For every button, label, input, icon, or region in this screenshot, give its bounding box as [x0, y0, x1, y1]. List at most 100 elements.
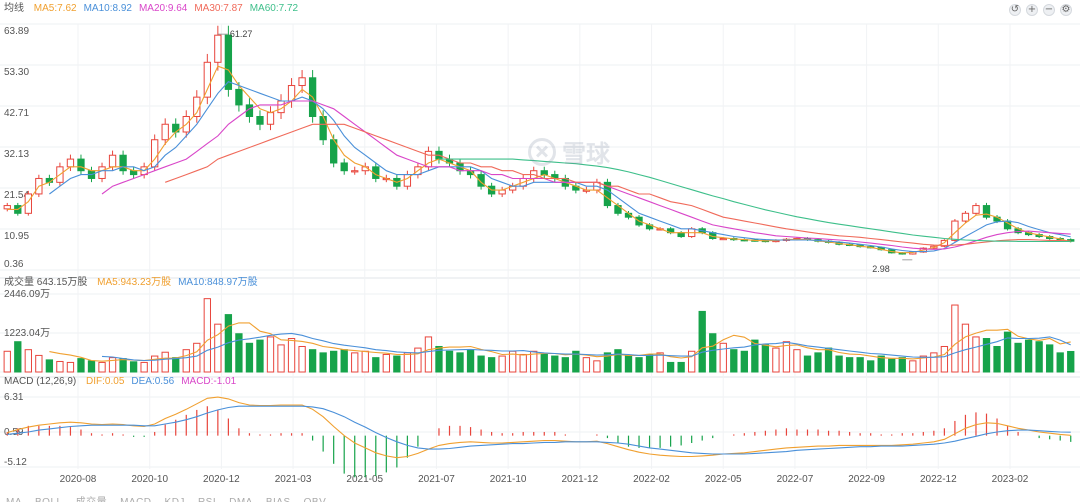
volume-bar — [287, 338, 296, 373]
candle-body — [129, 170, 138, 176]
x-tick-label: 2021-07 — [418, 474, 455, 485]
tab-dma[interactable]: DMA — [229, 497, 253, 502]
tab-ma[interactable]: MA — [6, 497, 22, 502]
candle-body — [66, 158, 75, 168]
volume-bar — [972, 336, 980, 373]
tab-rsi[interactable]: RSI — [198, 497, 216, 502]
volume-bar — [498, 355, 506, 373]
volume-bar — [530, 350, 538, 373]
volume-bar — [172, 357, 180, 373]
volume-bar — [372, 357, 380, 373]
volume-bar — [129, 361, 138, 373]
legend-item: MA20:9.64 — [138, 3, 188, 14]
tab-obv[interactable]: OBV — [304, 497, 327, 502]
candle-body — [224, 34, 233, 90]
candle-body — [319, 116, 327, 141]
volume-bar — [277, 344, 285, 373]
volume-bar — [666, 361, 675, 373]
ma-line-ma20 — [101, 100, 1071, 250]
volume-bar — [688, 350, 696, 373]
candle-body — [477, 174, 485, 187]
volume-bar — [919, 355, 927, 373]
candle-body — [214, 34, 222, 63]
volume-bar — [3, 350, 11, 373]
volume-bar — [108, 357, 117, 373]
volume-bar — [203, 298, 211, 373]
volume-bar — [730, 349, 738, 373]
tab-kdj[interactable]: KDJ — [165, 497, 185, 502]
volume-bar — [414, 347, 422, 373]
candle-body — [972, 205, 980, 214]
x-tick-label: 2022-12 — [920, 474, 957, 485]
legend-item: MA5:943.23万股 — [97, 277, 172, 288]
volume-bar — [519, 353, 527, 373]
candle-body — [719, 237, 727, 241]
macd-tick-label: 0.59 — [4, 427, 24, 438]
candle-body — [98, 166, 106, 179]
x-tick-label: 2022-05 — [705, 474, 742, 485]
volume-bar — [151, 355, 159, 373]
volume-bar — [14, 341, 22, 373]
price-tick-label: 0.36 — [4, 259, 24, 270]
volume-bar — [951, 304, 959, 373]
volume-bar — [677, 361, 685, 373]
volume-bar — [382, 353, 390, 373]
volume-bar — [856, 357, 864, 373]
volume-bar — [24, 349, 32, 373]
volume-bar — [35, 354, 43, 373]
price-annotation-label: 61.27 — [230, 29, 253, 39]
x-tick-label: 2022-07 — [777, 474, 814, 485]
volume-bar — [624, 355, 633, 373]
zoom-out-icon[interactable]: − — [1043, 4, 1055, 16]
settings-icon[interactable]: ⚙ — [1060, 4, 1072, 16]
legend-item: MA60:7.72 — [249, 3, 299, 14]
volume-bar — [698, 310, 706, 373]
candle-body — [498, 189, 506, 195]
volume-bar — [403, 352, 412, 373]
tab-成交量[interactable]: 成交量 — [76, 497, 108, 502]
volume-bar — [445, 350, 454, 373]
volume-label: 成交量 643.15万股 — [4, 277, 88, 288]
price-tick-label: 10.95 — [4, 231, 29, 242]
volume-bar — [940, 345, 949, 373]
volume-bar — [266, 336, 275, 373]
volume-bar — [1067, 350, 1075, 373]
volume-bar — [772, 347, 780, 373]
volume-bar — [245, 342, 254, 373]
volume-bar — [298, 345, 306, 373]
tab-macd[interactable]: MACD — [120, 497, 151, 502]
macd-label: MACD (12,26,9) — [4, 376, 77, 387]
candle-body — [77, 158, 85, 172]
volume-bar — [456, 352, 464, 373]
volume-bar — [256, 339, 264, 373]
zoom-in-icon[interactable]: + — [1026, 4, 1038, 16]
candle-body — [603, 181, 612, 207]
candle-body — [203, 61, 211, 98]
volume-legend: 成交量 643.15万股 MA5:943.23万股 MA10:848.97万股 — [4, 276, 272, 290]
tab-boll[interactable]: BOLL — [35, 497, 63, 502]
legend-item: MA10:8.92 — [83, 3, 132, 14]
volume-bar — [477, 355, 485, 373]
x-tick-label: 2021-12 — [561, 474, 598, 485]
legend-item: DIF:0.05 — [86, 376, 125, 387]
volume-bar — [845, 357, 854, 373]
legend-item: MA30:7.87 — [194, 3, 243, 14]
ma-line-ma30 — [165, 123, 1071, 247]
x-tick-label: 2021-05 — [346, 474, 383, 485]
x-tick-label: 2020-12 — [203, 474, 240, 485]
watermark-text: 雪球 — [562, 140, 610, 168]
volume-bar — [561, 357, 569, 373]
undo-icon[interactable]: ↺ — [1009, 4, 1021, 16]
volume-bar — [930, 352, 938, 373]
x-tick-label: 2022-09 — [848, 474, 885, 485]
tab-bias[interactable]: BIAS — [266, 497, 291, 502]
volume-bar — [45, 359, 54, 373]
chart-controls: ↺ + − ⚙ — [1009, 4, 1072, 16]
volume-bar — [1046, 344, 1054, 373]
candle-body — [298, 77, 306, 87]
volume-bar — [898, 357, 906, 373]
candle-body — [108, 154, 117, 168]
price-tick-label: 53.30 — [4, 67, 29, 78]
